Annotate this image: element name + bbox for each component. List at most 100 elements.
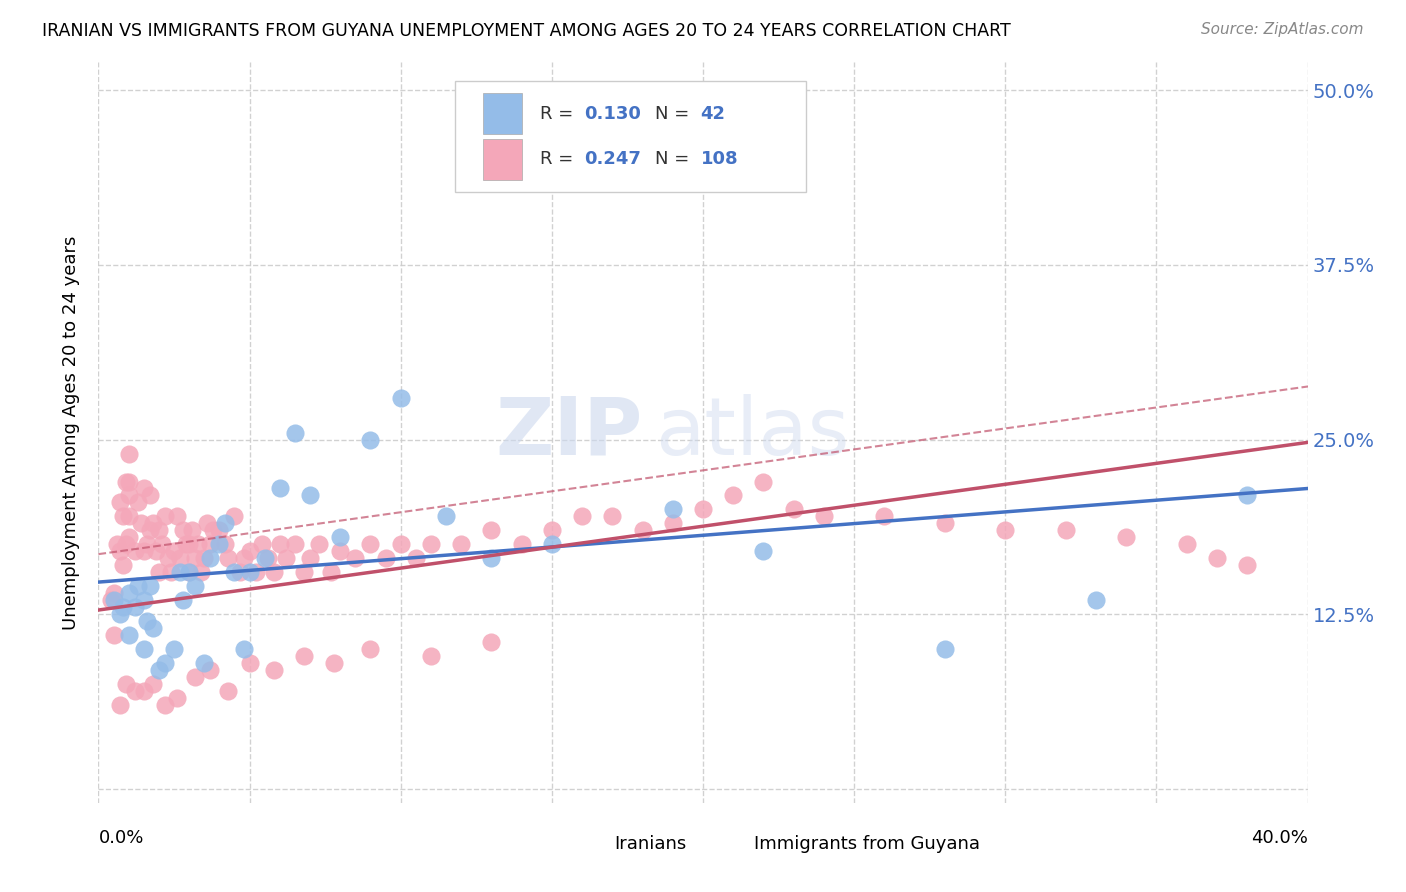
Point <box>239 544 262 558</box>
Point <box>934 642 956 657</box>
Point <box>108 544 131 558</box>
Point <box>873 509 896 524</box>
Point <box>142 516 165 531</box>
Point <box>108 607 131 622</box>
Point <box>118 509 141 524</box>
Point <box>1206 551 1229 566</box>
Point <box>105 537 128 551</box>
Point <box>661 516 683 531</box>
Point <box>124 600 146 615</box>
Point <box>160 566 183 580</box>
Point <box>127 495 149 509</box>
Point <box>200 663 222 677</box>
Point <box>571 509 593 524</box>
Point <box>132 482 155 496</box>
Text: R =: R = <box>540 150 579 169</box>
Point <box>1236 488 1258 502</box>
Point <box>1115 530 1137 544</box>
Point <box>166 691 188 706</box>
Point <box>172 593 194 607</box>
Text: Source: ZipAtlas.com: Source: ZipAtlas.com <box>1201 22 1364 37</box>
Point <box>602 509 624 524</box>
Point <box>103 586 125 600</box>
Point <box>1175 537 1198 551</box>
Point <box>224 566 246 580</box>
Point <box>172 524 194 538</box>
Point <box>1054 524 1077 538</box>
Point <box>174 537 197 551</box>
Point <box>179 566 201 580</box>
FancyBboxPatch shape <box>482 139 522 179</box>
Point <box>405 551 427 566</box>
Point <box>299 488 322 502</box>
Point <box>274 551 297 566</box>
Point <box>190 566 212 580</box>
Point <box>389 537 412 551</box>
Point <box>118 488 141 502</box>
Point <box>114 537 136 551</box>
Point <box>111 600 134 615</box>
Point <box>540 524 562 538</box>
Point <box>184 551 207 566</box>
Point <box>127 579 149 593</box>
Point <box>166 509 188 524</box>
Point <box>132 593 155 607</box>
Text: Iranians: Iranians <box>614 835 688 853</box>
Point <box>269 537 291 551</box>
Point <box>308 537 330 551</box>
FancyBboxPatch shape <box>716 830 742 856</box>
Point <box>200 537 222 551</box>
Point <box>169 551 191 566</box>
Point <box>139 524 162 538</box>
Text: N =: N = <box>655 104 695 123</box>
Point <box>481 551 503 566</box>
Text: 0.0%: 0.0% <box>98 829 143 847</box>
Point <box>256 551 278 566</box>
Point <box>434 509 457 524</box>
Point <box>139 579 162 593</box>
Point <box>229 566 252 580</box>
Point <box>163 642 186 657</box>
Point <box>284 537 307 551</box>
Point <box>631 524 654 538</box>
Point <box>321 566 343 580</box>
Text: 42: 42 <box>700 104 725 123</box>
Point <box>184 579 207 593</box>
Point <box>269 482 291 496</box>
Point <box>232 642 254 657</box>
Point <box>181 524 204 538</box>
Point <box>344 551 367 566</box>
Point <box>135 614 157 628</box>
Point <box>481 524 503 538</box>
Point <box>142 621 165 635</box>
Point <box>132 684 155 698</box>
Point <box>108 495 131 509</box>
Point <box>723 488 745 502</box>
Point <box>208 524 231 538</box>
Text: atlas: atlas <box>655 393 849 472</box>
Point <box>193 551 215 566</box>
Point <box>124 684 146 698</box>
Point <box>360 537 382 551</box>
Point <box>153 656 176 670</box>
Point <box>187 537 209 551</box>
Point <box>169 566 191 580</box>
Text: 108: 108 <box>700 150 738 169</box>
Point <box>163 544 186 558</box>
Point <box>217 684 239 698</box>
Point <box>813 509 835 524</box>
Point <box>184 670 207 684</box>
Point <box>111 558 134 573</box>
Point <box>224 509 246 524</box>
Point <box>135 537 157 551</box>
Point <box>934 516 956 531</box>
Point <box>389 391 412 405</box>
Point <box>202 524 225 538</box>
Point <box>118 628 141 642</box>
Point <box>323 656 346 670</box>
Point <box>132 544 155 558</box>
Point <box>139 488 162 502</box>
Point <box>510 537 533 551</box>
Point <box>214 537 236 551</box>
Point <box>118 586 141 600</box>
